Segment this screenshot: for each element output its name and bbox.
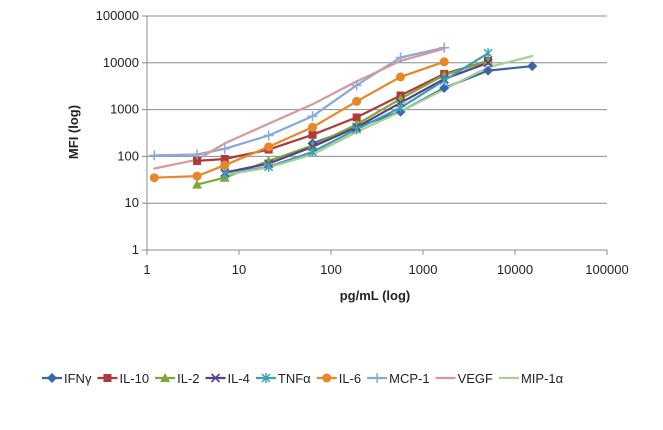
y-tick-label: 100 <box>117 148 139 163</box>
data-point-4 <box>308 146 318 157</box>
data-point-4 <box>220 169 230 180</box>
x-tick-label: 10000 <box>497 262 533 277</box>
data-point-0 <box>439 82 450 93</box>
data-point-3 <box>483 58 493 68</box>
data-point-5 <box>220 160 230 170</box>
legend-marker <box>261 373 271 383</box>
data-point-6 <box>219 143 230 154</box>
data-point-6 <box>192 149 203 160</box>
data-point-0 <box>483 65 494 76</box>
legend-item: VEGF <box>435 371 493 386</box>
x-tick-label: 10 <box>232 262 246 277</box>
legend-label: VEGF <box>458 371 493 386</box>
data-point-4 <box>396 102 406 113</box>
legend-marker <box>372 373 383 383</box>
data-point-5 <box>149 173 159 183</box>
data-point-4 <box>352 124 362 135</box>
legend-item: IL-4 <box>205 371 250 386</box>
data-point-5 <box>264 142 274 152</box>
gridlines <box>147 15 607 204</box>
data-point-4 <box>439 75 449 86</box>
data-point-6 <box>439 42 450 53</box>
legend-item: IFNγ <box>42 371 92 386</box>
series-line-1 <box>196 59 490 162</box>
data-point-6 <box>263 130 274 141</box>
legend-item: IL-2 <box>155 371 200 386</box>
series-line-8 <box>223 54 534 177</box>
legend-label: MIP-1α <box>521 371 564 386</box>
legend: IFNγ IL-10 IL-2 IL-4 TNFα IL-6 MCP-1 VEGF MIP-1α <box>42 371 564 386</box>
legend-marker <box>322 373 332 383</box>
data-point-4 <box>264 161 274 172</box>
legend-label: IL-4 <box>228 371 250 386</box>
legend-item: IL-6 <box>316 371 361 386</box>
x-tick-label: 1 <box>143 262 150 277</box>
data-point-5 <box>352 96 362 106</box>
data-point-2 <box>307 140 318 150</box>
legend-label: IL-2 <box>177 371 199 386</box>
data-point-6 <box>395 52 406 63</box>
data-point-1 <box>220 154 229 163</box>
series-line-6 <box>153 46 446 157</box>
y-tick-label: 1 <box>132 242 139 257</box>
y-tick-label: 10000 <box>103 55 139 70</box>
data-point-2 <box>192 179 203 189</box>
data-point-2 <box>483 55 494 65</box>
legend-label: IFNγ <box>64 371 92 386</box>
data-point-5 <box>308 122 318 132</box>
series-line-7 <box>153 47 446 170</box>
y-tick-label: 100000 <box>96 8 139 23</box>
data-point-1 <box>193 156 202 165</box>
legend-item: MCP-1 <box>367 371 430 386</box>
series-lines <box>153 46 534 186</box>
data-point-1 <box>352 113 361 122</box>
legend-label: IL-10 <box>119 371 149 386</box>
data-point-4 <box>483 48 493 59</box>
legend-label: TNFα <box>278 371 311 386</box>
legend-marker <box>210 373 221 383</box>
data-point-5 <box>439 57 449 67</box>
data-point-6 <box>149 150 160 161</box>
legend-item: IL-10 <box>97 371 149 386</box>
x-tick-label: 1000 <box>409 262 438 277</box>
data-point-6 <box>307 111 318 122</box>
y-tick-label: 10 <box>125 195 139 210</box>
y-tick-labels: 1 10 100 1000 10000 100000 <box>96 8 139 257</box>
data-point-5 <box>192 171 202 181</box>
data-point-6 <box>351 80 362 91</box>
x-tick-label: 100000 <box>585 262 628 277</box>
legend-item: TNFα <box>255 371 311 386</box>
x-tick-label: 100 <box>320 262 342 277</box>
data-point-5 <box>396 72 406 82</box>
data-point-1 <box>308 130 317 139</box>
x-axis-title: pg/mL (log) <box>340 288 411 303</box>
legend-marker <box>47 373 57 383</box>
legend-item: MIP-1α <box>498 371 564 386</box>
legend-label: IL-6 <box>339 371 361 386</box>
series-line-5 <box>153 60 446 179</box>
legend-marker <box>160 373 171 382</box>
legend-marker <box>103 374 112 382</box>
series-line-2 <box>196 59 490 186</box>
legend-label: MCP-1 <box>389 371 429 386</box>
axes <box>142 15 608 255</box>
x-tick-labels: 1 10 100 1000 10000 100000 <box>143 262 628 277</box>
y-tick-label: 1000 <box>110 102 139 117</box>
data-point-2 <box>263 155 274 165</box>
series-markers <box>149 42 538 189</box>
y-axis-title: MFI (log) <box>66 105 81 159</box>
data-point-0 <box>527 61 538 72</box>
